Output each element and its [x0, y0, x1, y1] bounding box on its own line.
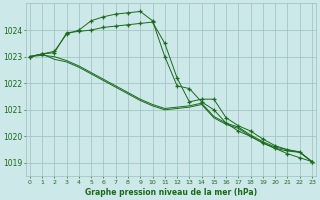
X-axis label: Graphe pression niveau de la mer (hPa): Graphe pression niveau de la mer (hPa) — [85, 188, 257, 197]
